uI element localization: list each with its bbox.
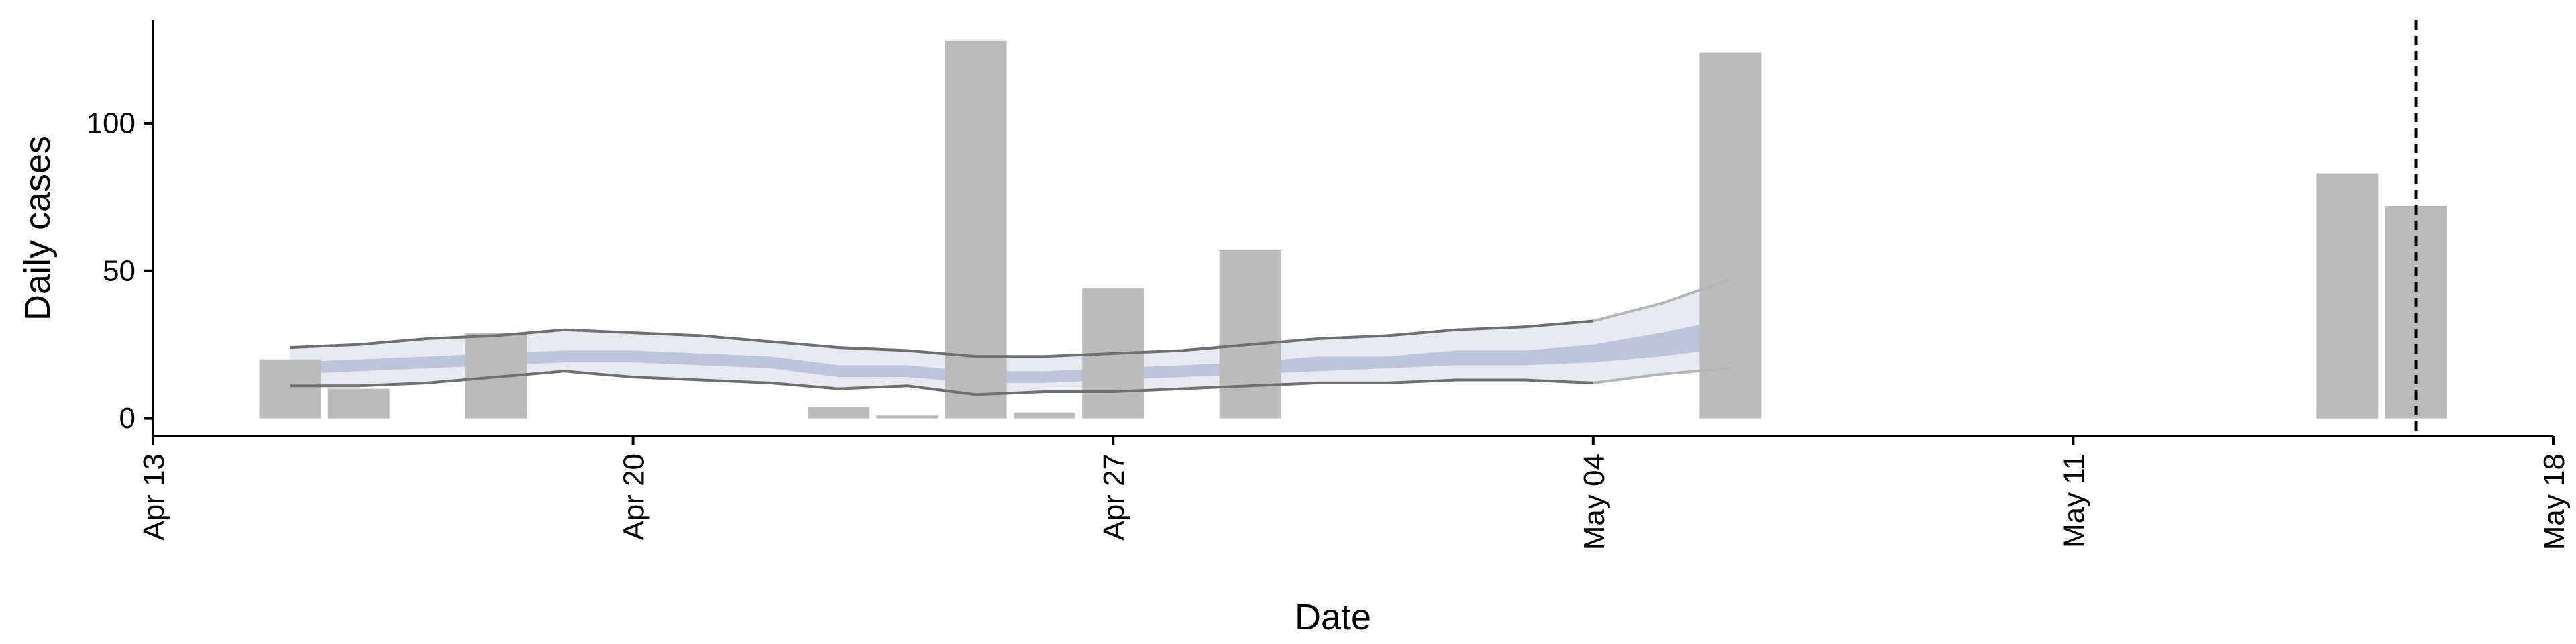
bar-2020-05-06 bbox=[1699, 52, 1762, 419]
outer-upper-projection-line bbox=[1593, 278, 1731, 323]
x-tick-label: May 04 bbox=[1578, 453, 1611, 550]
bar-2020-04-16 bbox=[327, 388, 390, 419]
estimate-bands bbox=[290, 280, 1731, 395]
bar-2020-04-15 bbox=[259, 359, 321, 419]
x-tick-label: May 11 bbox=[2057, 453, 2090, 548]
outer-lower-line bbox=[290, 370, 1593, 396]
x-tick-label: Apr 20 bbox=[618, 453, 651, 541]
y-ticks: 0 50 100 bbox=[87, 107, 153, 435]
y-axis-title: Daily cases bbox=[17, 136, 58, 321]
y-tick-label: 0 bbox=[119, 402, 136, 435]
y-tick-label: 50 bbox=[103, 254, 136, 287]
outer-upper-line bbox=[290, 319, 1593, 358]
bar-2020-05-15 bbox=[2316, 173, 2379, 419]
bar-2020-04-25 bbox=[945, 40, 1007, 419]
outer-lower-projection-line bbox=[1593, 366, 1731, 384]
x-tick-label: Apr 13 bbox=[138, 453, 170, 541]
bar-2020-04-29 bbox=[1219, 250, 1281, 419]
x-ticks: Apr 13 Apr 20 Apr 27 May 04 May 11 May 18 bbox=[138, 436, 2571, 550]
axes bbox=[152, 20, 2553, 437]
inner-band bbox=[290, 318, 1731, 383]
y-tick-label: 100 bbox=[87, 107, 136, 140]
bar-2020-04-24 bbox=[876, 415, 938, 419]
bar-2020-04-23 bbox=[808, 407, 870, 419]
x-axis-title: Date bbox=[1295, 597, 1371, 637]
bar-2020-04-26 bbox=[1014, 412, 1075, 419]
estimate-bounds bbox=[290, 278, 1731, 396]
x-tick-label: May 18 bbox=[2538, 453, 2571, 550]
x-tick-label: Apr 27 bbox=[1097, 453, 1130, 541]
